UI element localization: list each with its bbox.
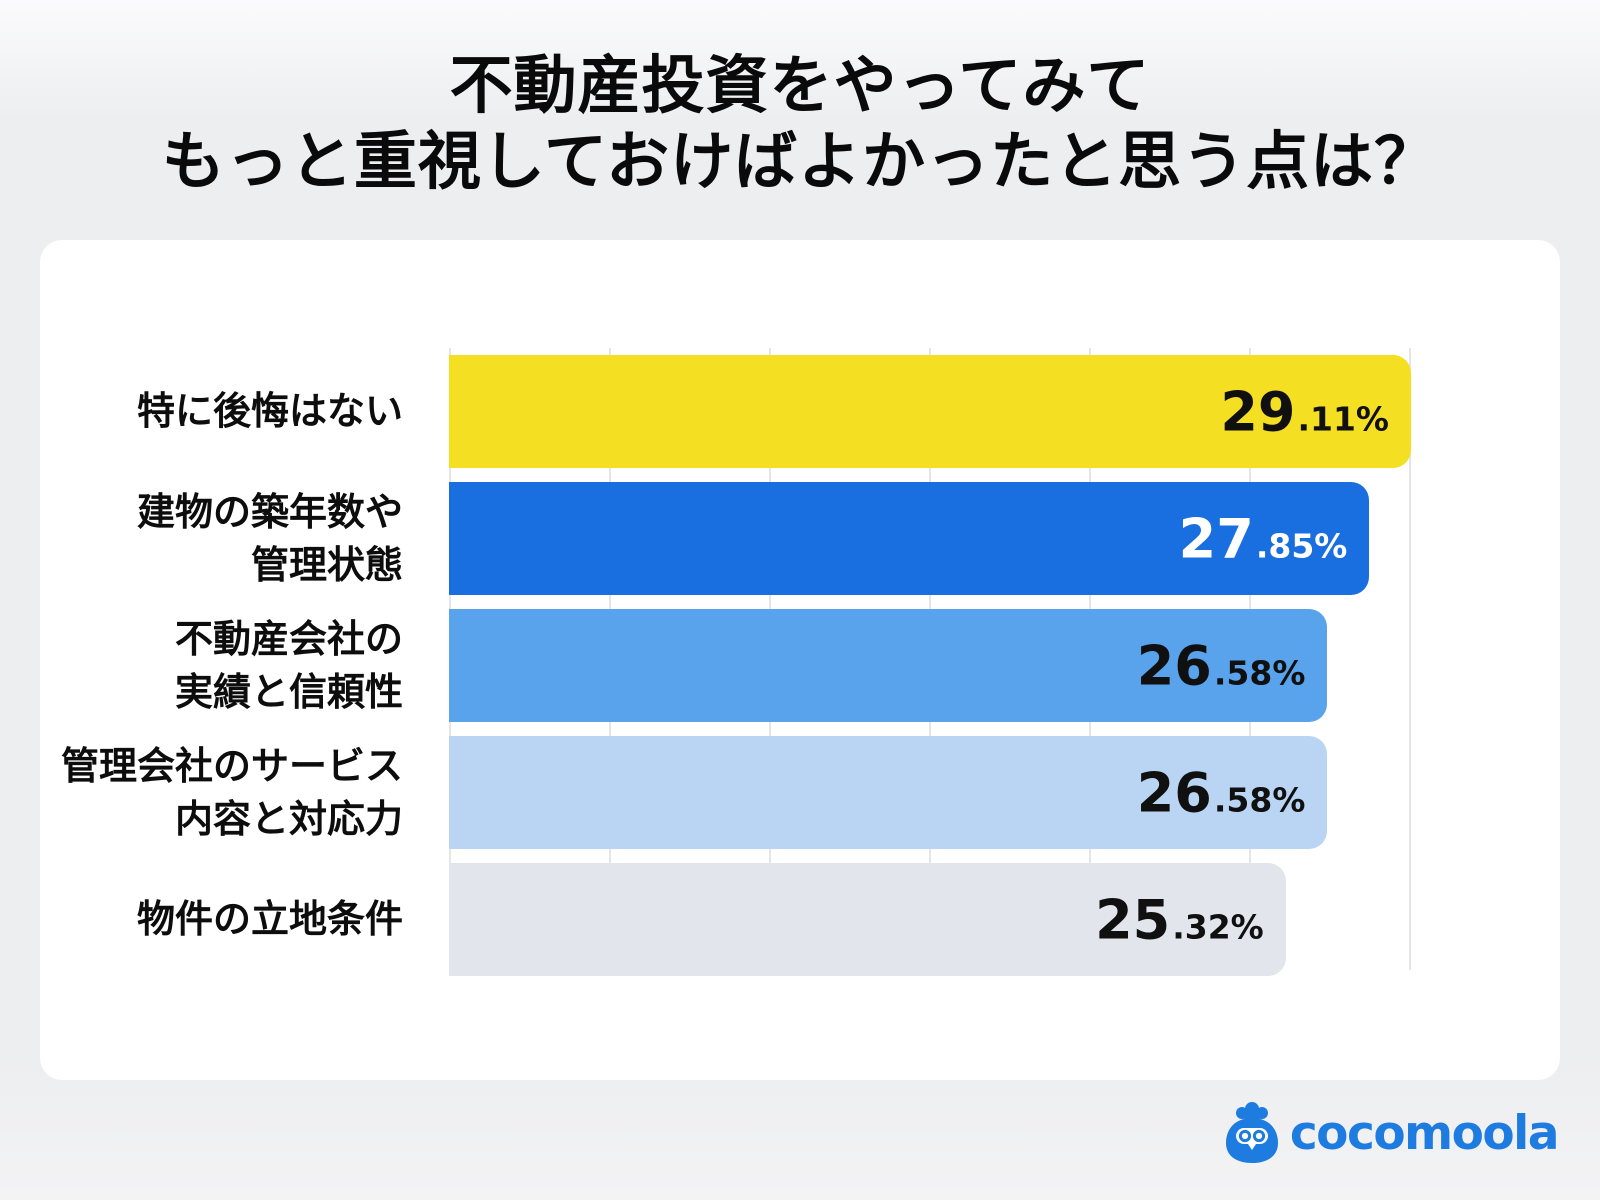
bar-value-decimal: .85% <box>1255 526 1348 565</box>
category-label-line: 不動産会社の <box>174 617 403 662</box>
bar-area: 26.58% <box>449 736 1411 849</box>
category-label: 不動産会社の 実績と信頼性 <box>40 613 449 718</box>
bar: 27.85% <box>449 482 1370 595</box>
bar-value-label: 27.85% <box>1179 507 1348 570</box>
logo-text: cocomoola <box>1289 1105 1560 1161</box>
title-line-1: 不動産投資をやってみて <box>449 49 1151 122</box>
category-label: 管理会社のサービス内容と対応力 <box>40 740 449 845</box>
bar-value-decimal: .32% <box>1172 907 1264 946</box>
category-label: 物件の立地条件 <box>40 893 449 945</box>
title-line-2: もっと重視しておけばよかったと思う点は？ <box>161 124 1439 198</box>
bar-row: 管理会社のサービス内容と対応力 26.58% <box>40 729 1560 856</box>
category-label-line: 物件の立地条件 <box>136 897 403 942</box>
category-label-line: 管理状態 <box>250 542 403 587</box>
category-label-line: 特に後悔はない <box>136 389 403 434</box>
bar-value-label: 26.58% <box>1137 634 1306 697</box>
bar-row: 建物の築年数や管理状態 27.85% <box>40 475 1560 602</box>
bar-value-decimal: .58% <box>1213 780 1306 819</box>
bar-value-integer: 26 <box>1136 761 1212 824</box>
bar-value-integer: 29 <box>1220 380 1296 443</box>
bar-value-integer: 27 <box>1178 507 1254 570</box>
bar-value-label: 29.11% <box>1220 380 1389 443</box>
bar: 26.58% <box>449 736 1328 849</box>
bar: 25.32% <box>449 863 1286 976</box>
bar-value-label: 26.58% <box>1137 761 1306 824</box>
category-label: 特に後悔はない <box>40 385 449 437</box>
bar-value-decimal: .11% <box>1297 399 1389 438</box>
page-title: 不動産投資をやってみて もっと重視しておけばよかったと思う点は？ <box>0 48 1600 199</box>
category-label-line: 管理会社のサービス <box>60 744 403 789</box>
category-label-line: 内容と対応力 <box>174 796 403 841</box>
bar-area: 26.58% <box>449 609 1411 722</box>
category-label-line: 建物の築年数や <box>136 490 403 535</box>
bar-value-integer: 25 <box>1095 888 1171 951</box>
cocomoola-logo: cocomoola <box>1224 1102 1560 1164</box>
bar-row: 特に後悔はない 29.11% <box>40 348 1560 475</box>
bar-value-integer: 26 <box>1136 634 1212 697</box>
bar-row: 不動産会社の 実績と信頼性 26.58% <box>40 602 1560 729</box>
bar-area: 29.11% <box>449 355 1411 468</box>
bar-value-label: 25.32% <box>1095 888 1264 951</box>
chart-card: 特に後悔はない 29.11% 建物の築年数や管理状態 27.85% 不動産会社の 実績と信… <box>40 240 1560 1080</box>
money-bag-owl-icon <box>1225 1102 1278 1163</box>
bar-area: 25.32% <box>449 863 1411 976</box>
plot-rows: 特に後悔はない 29.11% 建物の築年数や管理状態 27.85% 不動産会社の 実績と信… <box>40 348 1560 983</box>
bar-value-decimal: .58% <box>1213 653 1306 692</box>
bar-row: 物件の立地条件 25.32% <box>40 856 1560 983</box>
bar-area: 27.85% <box>449 482 1411 595</box>
category-label: 建物の築年数や管理状態 <box>40 486 449 591</box>
category-label-line: 実績と信頼性 <box>174 669 403 714</box>
bar: 29.11% <box>449 355 1411 468</box>
bar: 26.58% <box>449 609 1328 722</box>
